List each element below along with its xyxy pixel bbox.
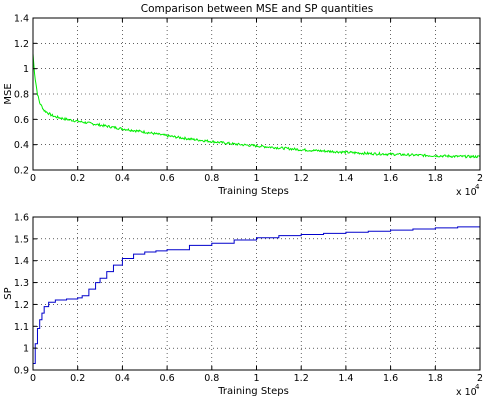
x-tick-label: 1.6 <box>383 173 398 184</box>
y-tick-label: 1 <box>23 344 29 355</box>
y-tick-label: 0.9 <box>14 366 29 377</box>
y-tick-label: 1.3 <box>14 278 29 289</box>
y-tick-label: 1.2 <box>14 39 29 50</box>
x-tick-label: 1.4 <box>338 173 353 184</box>
x-tick-label: 1 <box>253 173 259 184</box>
x-tick-label: 0 <box>30 373 36 384</box>
y-tick-label: 1.2 <box>14 300 29 311</box>
x-tick-label: 0 <box>30 173 36 184</box>
x-multiplier-label: x 10 <box>456 387 477 398</box>
x-tick-label: 0.2 <box>70 373 85 384</box>
x-tick-label: 0.6 <box>160 173 175 184</box>
series-line <box>33 226 481 364</box>
y-tick-label: 1.5 <box>14 234 29 245</box>
x-tick-label: 0.4 <box>115 373 130 384</box>
x-tick-label: 1.6 <box>383 373 398 384</box>
y-tick-label: 1.6 <box>14 213 29 224</box>
x-tick-label: 2 <box>477 373 483 384</box>
x-axis-label: Training Steps <box>217 386 289 397</box>
x-tick-label: 1.8 <box>428 173 443 184</box>
x-axis-label: Training Steps <box>217 186 289 197</box>
x-tick-label: 1.8 <box>428 373 443 384</box>
x-tick-label: 1 <box>253 373 259 384</box>
y-tick-label: 1.4 <box>14 256 29 267</box>
chart-title: Comparison between MSE and SP quantities <box>141 3 373 15</box>
series-line <box>32 53 481 159</box>
x-tick-label: 0.8 <box>204 373 219 384</box>
y-tick-label: 0.6 <box>14 115 29 126</box>
y-tick-label: 0.2 <box>14 166 29 177</box>
y-axis-label: SP <box>3 287 14 299</box>
x-tick-label: 0.4 <box>115 173 130 184</box>
y-tick-label: 1.4 <box>14 14 29 25</box>
x-tick-label: 0.6 <box>160 373 175 384</box>
y-tick-label: 1.1 <box>14 322 29 333</box>
x-tick-label: 1.2 <box>294 373 309 384</box>
x-multiplier-exponent: 4 <box>475 183 480 191</box>
y-tick-label: 0.8 <box>14 90 29 101</box>
x-multiplier-label: x 10 <box>456 187 477 198</box>
y-tick-label: 0.4 <box>14 140 29 151</box>
x-tick-label: 0.2 <box>70 173 85 184</box>
x-tick-label: 0.8 <box>204 173 219 184</box>
x-tick-label: 1.4 <box>338 373 353 384</box>
sp-axes: 0 0.2 0.4 0.6 0.8 1 1.2 1.4 1.6 1.8 2 0.9 1 1.1 1.2 1.3… <box>3 213 483 399</box>
x-multiplier-exponent: 4 <box>475 383 480 391</box>
y-tick-label: 1 <box>23 64 29 75</box>
x-tick-label: 1.2 <box>294 173 309 184</box>
y-axis-label: MSE <box>3 83 14 104</box>
mse-axes: 0 0.2 0.4 0.6 0.8 1 1.2 1.4 1.6 1.8 20.20.40.60.81… <box>3 14 483 199</box>
x-tick-label: 2 <box>477 173 483 184</box>
